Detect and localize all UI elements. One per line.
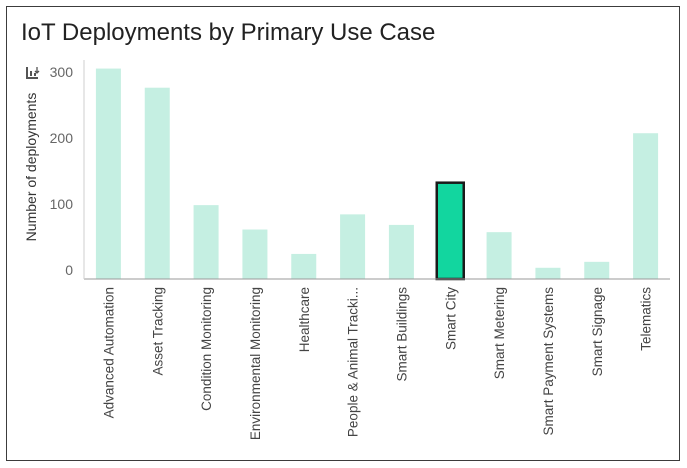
x-tick-label: Smart City xyxy=(443,287,458,350)
chart-title: IoT Deployments by Primary Use Case xyxy=(21,19,436,46)
bar[interactable] xyxy=(388,224,414,279)
bar[interactable] xyxy=(486,232,512,279)
x-tick-label: Condition Monitoring xyxy=(199,287,214,411)
y-axis-ticks: 0 100 200 300 xyxy=(50,64,74,278)
bar[interactable] xyxy=(95,68,121,279)
x-tick-label: People & Animal Tracki... xyxy=(346,287,361,437)
x-tick-label: Smart Payment Systems xyxy=(541,287,556,436)
x-tick-label: Telematics xyxy=(639,287,654,351)
bar[interactable] xyxy=(193,205,219,279)
bar[interactable] xyxy=(535,267,561,279)
x-tick-label: Environmental Monitoring xyxy=(248,287,263,440)
y-axis-title: Number of deployments xyxy=(23,93,39,242)
y-tick-label: 100 xyxy=(50,196,74,212)
bar[interactable] xyxy=(144,87,170,279)
bar[interactable] xyxy=(242,229,268,279)
sort-icon[interactable] xyxy=(26,67,40,79)
x-axis-labels: Advanced Automation Asset Tracking Conditi… xyxy=(101,287,653,440)
x-tick-label: Smart Buildings xyxy=(394,287,409,382)
x-tick-label: Smart Metering xyxy=(492,287,507,379)
x-tick-label: Advanced Automation xyxy=(101,287,116,418)
bar[interactable] xyxy=(291,253,317,279)
bar[interactable] xyxy=(340,214,366,279)
bar[interactable] xyxy=(633,133,659,279)
bars xyxy=(95,68,659,281)
bar[interactable] xyxy=(584,261,610,279)
bar[interactable] xyxy=(435,181,465,281)
y-tick-label: 0 xyxy=(65,262,73,278)
x-tick-label: Healthcare xyxy=(297,287,312,352)
x-tick-label: Smart Signage xyxy=(590,287,605,376)
x-tick-label: Asset Tracking xyxy=(150,287,165,376)
y-tick-label: 200 xyxy=(50,130,74,146)
y-tick-label: 300 xyxy=(50,64,74,80)
